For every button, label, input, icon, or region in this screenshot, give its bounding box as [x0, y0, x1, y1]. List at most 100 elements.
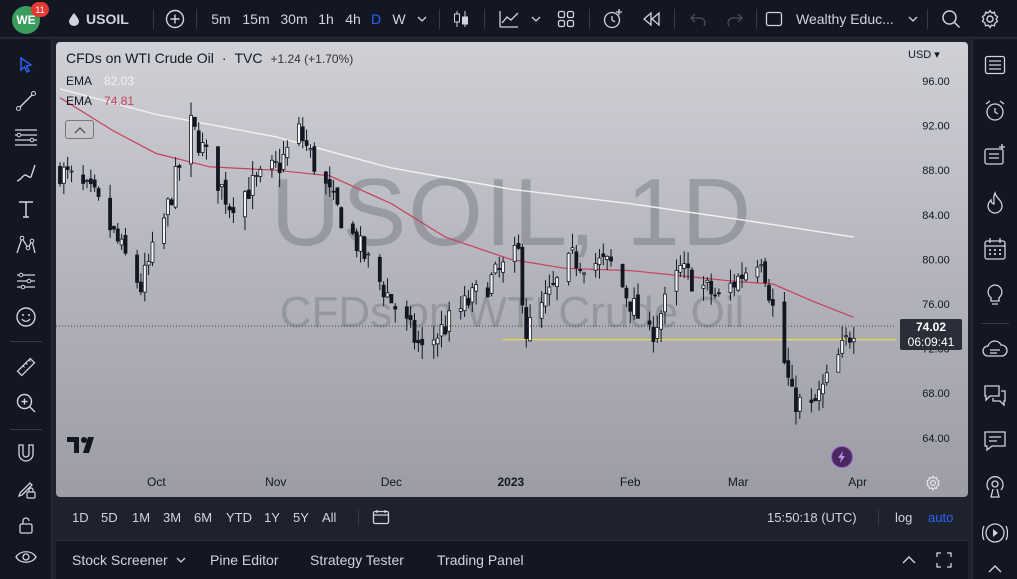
bottom-panel: Stock Screener Pine Editor Strategy Test…	[56, 540, 968, 579]
maximize-icon[interactable]	[936, 541, 952, 579]
interval-5m[interactable]: 5m	[211, 11, 231, 27]
range-1y[interactable]: 1Y	[264, 509, 280, 525]
collapse-legend-button[interactable]	[65, 120, 94, 139]
interval-1h[interactable]: 1h	[318, 11, 334, 27]
tradingview-logo[interactable]	[66, 435, 100, 460]
interval-w[interactable]: W	[392, 11, 406, 27]
indicators-icon[interactable]	[494, 0, 524, 38]
interval-chevron-down-icon[interactable]	[414, 0, 430, 38]
last-price-tag: 74.02 06:09:41	[900, 319, 962, 350]
emoji-icon[interactable]	[10, 301, 42, 333]
clock-time[interactable]: 15:50:18 (UTC)	[767, 509, 857, 525]
chart-settings-icon[interactable]	[925, 475, 941, 496]
ideas-icon[interactable]	[979, 279, 1011, 311]
alert-add-icon[interactable]	[599, 0, 627, 38]
interval-4h[interactable]: 4h	[345, 11, 361, 27]
candle-body	[566, 252, 571, 283]
bolt-icon[interactable]	[831, 446, 853, 468]
currency-label: USD	[908, 49, 932, 61]
undo-icon[interactable]	[684, 0, 712, 38]
candle-body	[335, 187, 340, 205]
search-icon[interactable]	[937, 0, 965, 38]
text-icon[interactable]	[10, 193, 42, 225]
candle-body	[674, 269, 679, 292]
forecast-icon[interactable]	[10, 265, 42, 297]
candle-body	[601, 253, 606, 258]
broadcast-icon[interactable]	[979, 471, 1011, 503]
hotlist-icon[interactable]	[979, 187, 1011, 219]
candle-body	[551, 282, 556, 285]
goto-date-icon[interactable]	[372, 501, 390, 533]
auto-toggle[interactable]: auto	[928, 509, 954, 525]
news-icon[interactable]	[979, 139, 1011, 171]
tab-stock-screener[interactable]: Stock Screener	[72, 552, 168, 568]
brush-icon[interactable]	[10, 157, 42, 189]
lock-icon[interactable]	[10, 509, 42, 541]
indicators-chevron-down-icon[interactable]	[528, 0, 544, 38]
pattern-icon[interactable]	[10, 229, 42, 261]
layout-box-icon[interactable]	[762, 0, 786, 38]
ema-fast-label[interactable]: EMA	[66, 94, 93, 108]
candle-body	[528, 317, 532, 342]
range-5y[interactable]: 5Y	[293, 509, 309, 525]
range-1m[interactable]: 1M	[132, 509, 151, 525]
range-1d[interactable]: 1D	[72, 509, 89, 525]
symbol-drop-icon[interactable]	[64, 0, 84, 38]
compare-add-icon[interactable]	[162, 0, 188, 38]
candle-body	[690, 269, 694, 292]
interval-d[interactable]: D	[370, 11, 382, 27]
interval-15m[interactable]: 15m	[242, 11, 270, 27]
range-all[interactable]: All	[322, 509, 337, 525]
expand-up-icon[interactable]	[979, 559, 1011, 579]
tab-trading-panel[interactable]: Trading Panel	[437, 552, 524, 568]
candle-body	[196, 130, 201, 153]
drawing-toolbar	[0, 39, 52, 579]
candles-icon[interactable]	[448, 0, 474, 38]
cursor-icon[interactable]	[10, 49, 42, 81]
range-ytd[interactable]: YTD	[226, 509, 252, 525]
zoom-icon[interactable]	[10, 387, 42, 419]
watchlist-icon[interactable]	[979, 49, 1011, 81]
replay-icon[interactable]	[637, 0, 665, 38]
ema-slow-label[interactable]: EMA	[66, 74, 93, 88]
x-tick-label: Apr	[848, 475, 867, 489]
gear-icon[interactable]	[976, 0, 1004, 38]
stock-screener-chevron-down-icon[interactable]	[176, 541, 186, 579]
interval-30m[interactable]: 30m	[280, 11, 308, 27]
trend-line-icon[interactable]	[10, 85, 42, 117]
candle-body	[308, 148, 313, 151]
tab-strategy-tester[interactable]: Strategy Tester	[310, 552, 404, 568]
range-5d[interactable]: 5D	[101, 509, 118, 525]
currency-selector[interactable]: USD ▾	[908, 49, 940, 61]
stream-icon[interactable]	[979, 517, 1011, 549]
right-sidebar	[972, 39, 1017, 579]
candle-body	[81, 174, 86, 184]
tab-pine-editor[interactable]: Pine Editor	[210, 552, 279, 568]
eye-icon[interactable]	[10, 541, 42, 573]
range-6m[interactable]: 6M	[194, 509, 213, 525]
chat-icon[interactable]	[979, 379, 1011, 411]
price-chart[interactable]: 96.0092.0088.0084.0080.0076.0072.0068.00…	[56, 42, 968, 497]
range-3m[interactable]: 3M	[163, 509, 182, 525]
layout-chevron-down-icon[interactable]	[904, 0, 922, 38]
symbol-search-button[interactable]: USOIL	[86, 11, 129, 27]
layout-grid-icon[interactable]	[553, 0, 579, 38]
panel-expand-chevron-up-icon[interactable]	[901, 541, 917, 579]
messages-icon[interactable]	[979, 425, 1011, 457]
candle-body	[385, 292, 390, 298]
chart-panel[interactable]: USOIL, 1D CFDs on WTI Crude Oil 96.00 92.…	[56, 42, 968, 497]
log-toggle[interactable]: log	[895, 509, 913, 525]
alarm-icon[interactable]	[979, 95, 1011, 127]
x-tick-label: Feb	[620, 475, 641, 489]
lock-draw-icon[interactable]	[10, 473, 42, 505]
candle-body	[755, 266, 760, 278]
candle-body	[743, 272, 748, 281]
redo-icon[interactable]	[721, 0, 749, 38]
fib-icon[interactable]	[10, 121, 42, 153]
magnet-icon[interactable]	[10, 437, 42, 469]
calendar-icon[interactable]	[979, 233, 1011, 265]
ruler-icon[interactable]	[10, 351, 42, 383]
layout-name[interactable]: Wealthy Educ...	[796, 11, 894, 27]
cloud-chat-icon[interactable]	[979, 333, 1011, 365]
candle-body	[88, 178, 93, 185]
